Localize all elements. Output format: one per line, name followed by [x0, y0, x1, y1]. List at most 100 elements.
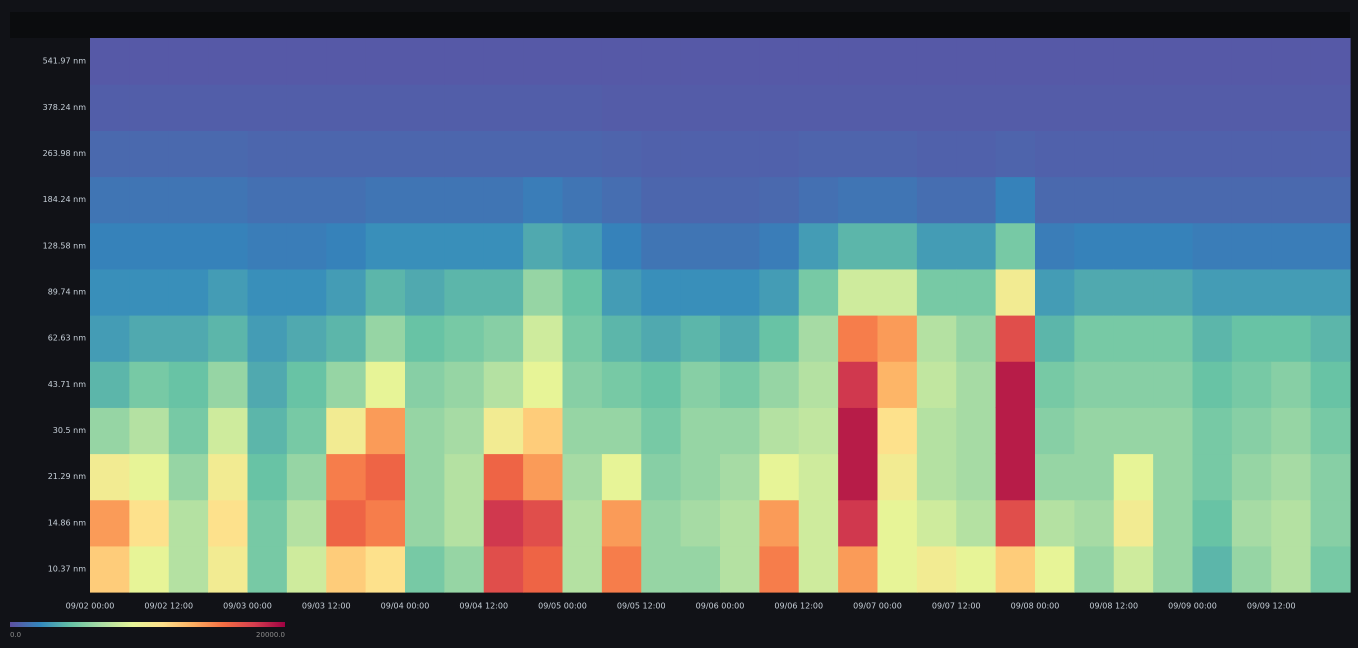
heat-cell [681, 407, 721, 454]
heat-cell [444, 84, 484, 131]
heat-cell [484, 177, 524, 224]
heat-cell [1311, 361, 1351, 408]
heat-cell [641, 407, 681, 454]
y-tick-label: 184.24 nm [43, 195, 87, 204]
heat-cell [326, 546, 366, 593]
heat-cell [169, 546, 209, 593]
heat-cell [720, 130, 760, 177]
heat-cell [129, 269, 169, 316]
heat-cell [799, 84, 839, 131]
heat-cell [878, 546, 918, 593]
heat-cell [326, 454, 366, 501]
heat-cell [996, 223, 1036, 270]
heat-cell [1114, 38, 1154, 85]
x-tick-label: 09/03 00:00 [223, 602, 272, 611]
x-tick-label: 09/06 00:00 [696, 602, 745, 611]
heat-cell [838, 361, 878, 408]
heat-cell [405, 315, 445, 362]
heat-cell [405, 223, 445, 270]
heat-cell [366, 130, 406, 177]
heat-cell [563, 500, 603, 547]
heat-cell [563, 546, 603, 593]
x-tick-label: 09/09 00:00 [1168, 602, 1217, 611]
top-band [10, 12, 1350, 38]
heat-cell [444, 500, 484, 547]
heat-cell [602, 454, 642, 501]
heat-cell [484, 407, 524, 454]
heat-cell [129, 130, 169, 177]
heat-cell [1232, 223, 1272, 270]
heat-cell [996, 84, 1036, 131]
heat-cell [1271, 500, 1311, 547]
heat-cell [405, 130, 445, 177]
heat-cell [248, 269, 288, 316]
heat-cell [996, 361, 1036, 408]
heat-cell [720, 269, 760, 316]
heat-cell [1035, 177, 1075, 224]
heat-cell [405, 177, 445, 224]
heat-cell [917, 84, 957, 131]
heat-cell [208, 269, 248, 316]
heat-cell [1074, 315, 1114, 362]
heat-cell [878, 130, 918, 177]
heat-cell [799, 130, 839, 177]
heat-cell [1114, 500, 1154, 547]
heat-cell [1232, 407, 1272, 454]
heat-cell [129, 84, 169, 131]
heat-cell [799, 223, 839, 270]
heat-cell [208, 407, 248, 454]
heat-cell [484, 223, 524, 270]
heat-cell [523, 269, 563, 316]
heat-cell [523, 361, 563, 408]
heat-cell [1193, 500, 1233, 547]
heat-cell [1114, 223, 1154, 270]
heat-cell [681, 84, 721, 131]
heat-cell [563, 407, 603, 454]
heat-cell [90, 38, 130, 85]
heat-cell [1271, 315, 1311, 362]
heat-cell [129, 177, 169, 224]
heat-cell [248, 454, 288, 501]
heat-cell [1114, 454, 1154, 501]
heat-cell [1074, 407, 1114, 454]
heat-cell [1074, 269, 1114, 316]
heat-cell [169, 407, 209, 454]
x-tick-label: 09/07 12:00 [932, 602, 981, 611]
heat-cell [1193, 223, 1233, 270]
heat-cell [956, 407, 996, 454]
heat-cell [878, 269, 918, 316]
x-tick-label: 09/06 12:00 [774, 602, 823, 611]
heat-cell [602, 407, 642, 454]
heat-cell [720, 454, 760, 501]
heat-cell [956, 454, 996, 501]
heat-cell [641, 454, 681, 501]
heat-cell [563, 38, 603, 85]
heat-cell [444, 223, 484, 270]
heat-cell [759, 315, 799, 362]
heat-cell [1271, 84, 1311, 131]
y-tick-label: 14.86 nm [48, 518, 87, 527]
heat-cell [641, 130, 681, 177]
heat-cell [366, 38, 406, 85]
heat-cell [326, 38, 366, 85]
heat-cell [917, 407, 957, 454]
heat-cell [484, 130, 524, 177]
heat-cell [681, 500, 721, 547]
heat-cell [1114, 315, 1154, 362]
heat-cell [563, 177, 603, 224]
heat-cell [129, 223, 169, 270]
y-tick-label: 30.5 nm [53, 426, 86, 435]
heat-cell [563, 361, 603, 408]
heat-cell [563, 454, 603, 501]
heat-cell [129, 407, 169, 454]
heat-cell [838, 454, 878, 501]
heat-cell [366, 315, 406, 362]
heat-cell [1153, 269, 1193, 316]
heat-cell [326, 177, 366, 224]
color-scale-label: 20000.0 [256, 631, 285, 639]
heat-cell [1153, 454, 1193, 501]
heat-cell [1311, 546, 1351, 593]
heat-cell [484, 454, 524, 501]
color-scale-label: 0.0 [10, 631, 21, 639]
heat-cell [799, 500, 839, 547]
